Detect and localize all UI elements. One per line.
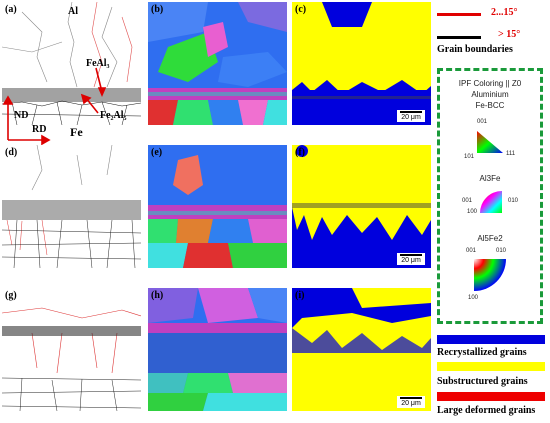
low-angle-label: 2...15° (491, 7, 518, 18)
panel-i-grain-map: (i) 20 μm (292, 288, 431, 411)
ipf-label-001-al5fe2: 001 (466, 248, 477, 254)
panel-label-f: (f) (295, 147, 305, 158)
ipf-map-image (148, 145, 287, 268)
label-nd: ND (14, 110, 29, 121)
scale-bar-label: 20 μm (401, 400, 421, 407)
scale-bar-i: 20 μm (397, 396, 425, 408)
panel-label-b: (b) (151, 4, 164, 15)
ipf-label-111: 111 (506, 151, 516, 157)
ipf-map-image (148, 2, 287, 125)
high-angle-line (437, 36, 481, 39)
panel-b-ipf-map: (b) (148, 2, 287, 125)
panel-f-grain-map: (f) 20 μm (292, 145, 431, 268)
ipf-phase-al3fe: Al3Fe (479, 174, 501, 183)
boundary-map-image (2, 145, 141, 268)
ipf-triangle-cubic (477, 131, 503, 153)
recrystallized-label: Recrystallized grains (437, 347, 527, 358)
grain-map-image (292, 2, 431, 125)
substructured-label: Substructured grains (437, 376, 528, 387)
scale-bar-c: 20 μm (397, 110, 425, 122)
panel-label-g: (g) (5, 290, 17, 301)
panel-h-ipf-map: (h) (148, 288, 287, 411)
label-rd: RD (32, 124, 47, 135)
label-al: Al (68, 6, 78, 17)
label-feal3: FeAl₃ (86, 58, 110, 69)
large-deformed-swatch (437, 392, 545, 401)
scale-bar-label: 20 μm (401, 257, 421, 264)
ipf-phase-aluminium: Aluminium (471, 90, 509, 99)
panel-e-ipf-map: (e) (148, 145, 287, 268)
ipf-label-101: 101 (464, 154, 475, 160)
low-angle-line (437, 13, 481, 16)
boundary-map-image (2, 2, 141, 125)
panel-g-boundary-map: (g) (2, 288, 141, 411)
high-angle-label: > 15° (498, 29, 521, 40)
grain-map-image (292, 288, 431, 411)
ipf-label-001-al3fe: 001 (462, 198, 473, 204)
ipf-title: IPF Coloring || Z0 (458, 79, 522, 88)
ipf-label-100-al5fe2: 100 (468, 295, 479, 301)
scale-bar-label: 20 μm (401, 114, 421, 121)
ipf-legend-box: IPF Coloring || Z0 Aluminium Fe-BCC 001 … (437, 68, 543, 324)
ipf-phase-fe-bcc: Fe-BCC (475, 101, 505, 110)
label-fe: Fe (70, 125, 83, 139)
ipf-quadrant-al5fe2 (474, 259, 506, 291)
grain-map-image (292, 145, 431, 268)
panel-label-a: (a) (5, 4, 17, 15)
ipf-map-image (148, 288, 287, 411)
substructured-swatch (437, 362, 545, 371)
panel-d-boundary-map: (d) (2, 145, 141, 268)
ipf-label-001: 001 (477, 119, 488, 125)
ipf-label-010-al5fe2: 010 (496, 248, 507, 254)
panel-label-d: (d) (5, 147, 18, 158)
ipf-label-100-al3fe: 100 (467, 209, 478, 215)
ipf-label-010-al3fe: 010 (508, 198, 519, 204)
grain-boundaries-title: Grain boundaries (437, 44, 513, 55)
panel-label-c: (c) (295, 4, 307, 15)
large-deformed-label: Large deformed grains (437, 405, 536, 416)
ipf-phase-al5fe2: Al5Fe2 (477, 234, 503, 243)
boundary-map-image (2, 288, 141, 411)
panel-label-i: (i) (295, 290, 305, 301)
recrystallized-swatch (437, 335, 545, 344)
panel-a-boundary-map: (a) (2, 2, 141, 125)
panel-c-grain-map: (c) 20 μm (292, 2, 431, 125)
label-fe2al5: Fe₂Al₅ (100, 110, 127, 121)
panel-label-h: (h) (151, 290, 164, 301)
scale-bar-f: 20 μm (397, 253, 425, 265)
panel-label-e: (e) (151, 147, 163, 158)
ipf-semicircle-al3fe (480, 191, 502, 213)
